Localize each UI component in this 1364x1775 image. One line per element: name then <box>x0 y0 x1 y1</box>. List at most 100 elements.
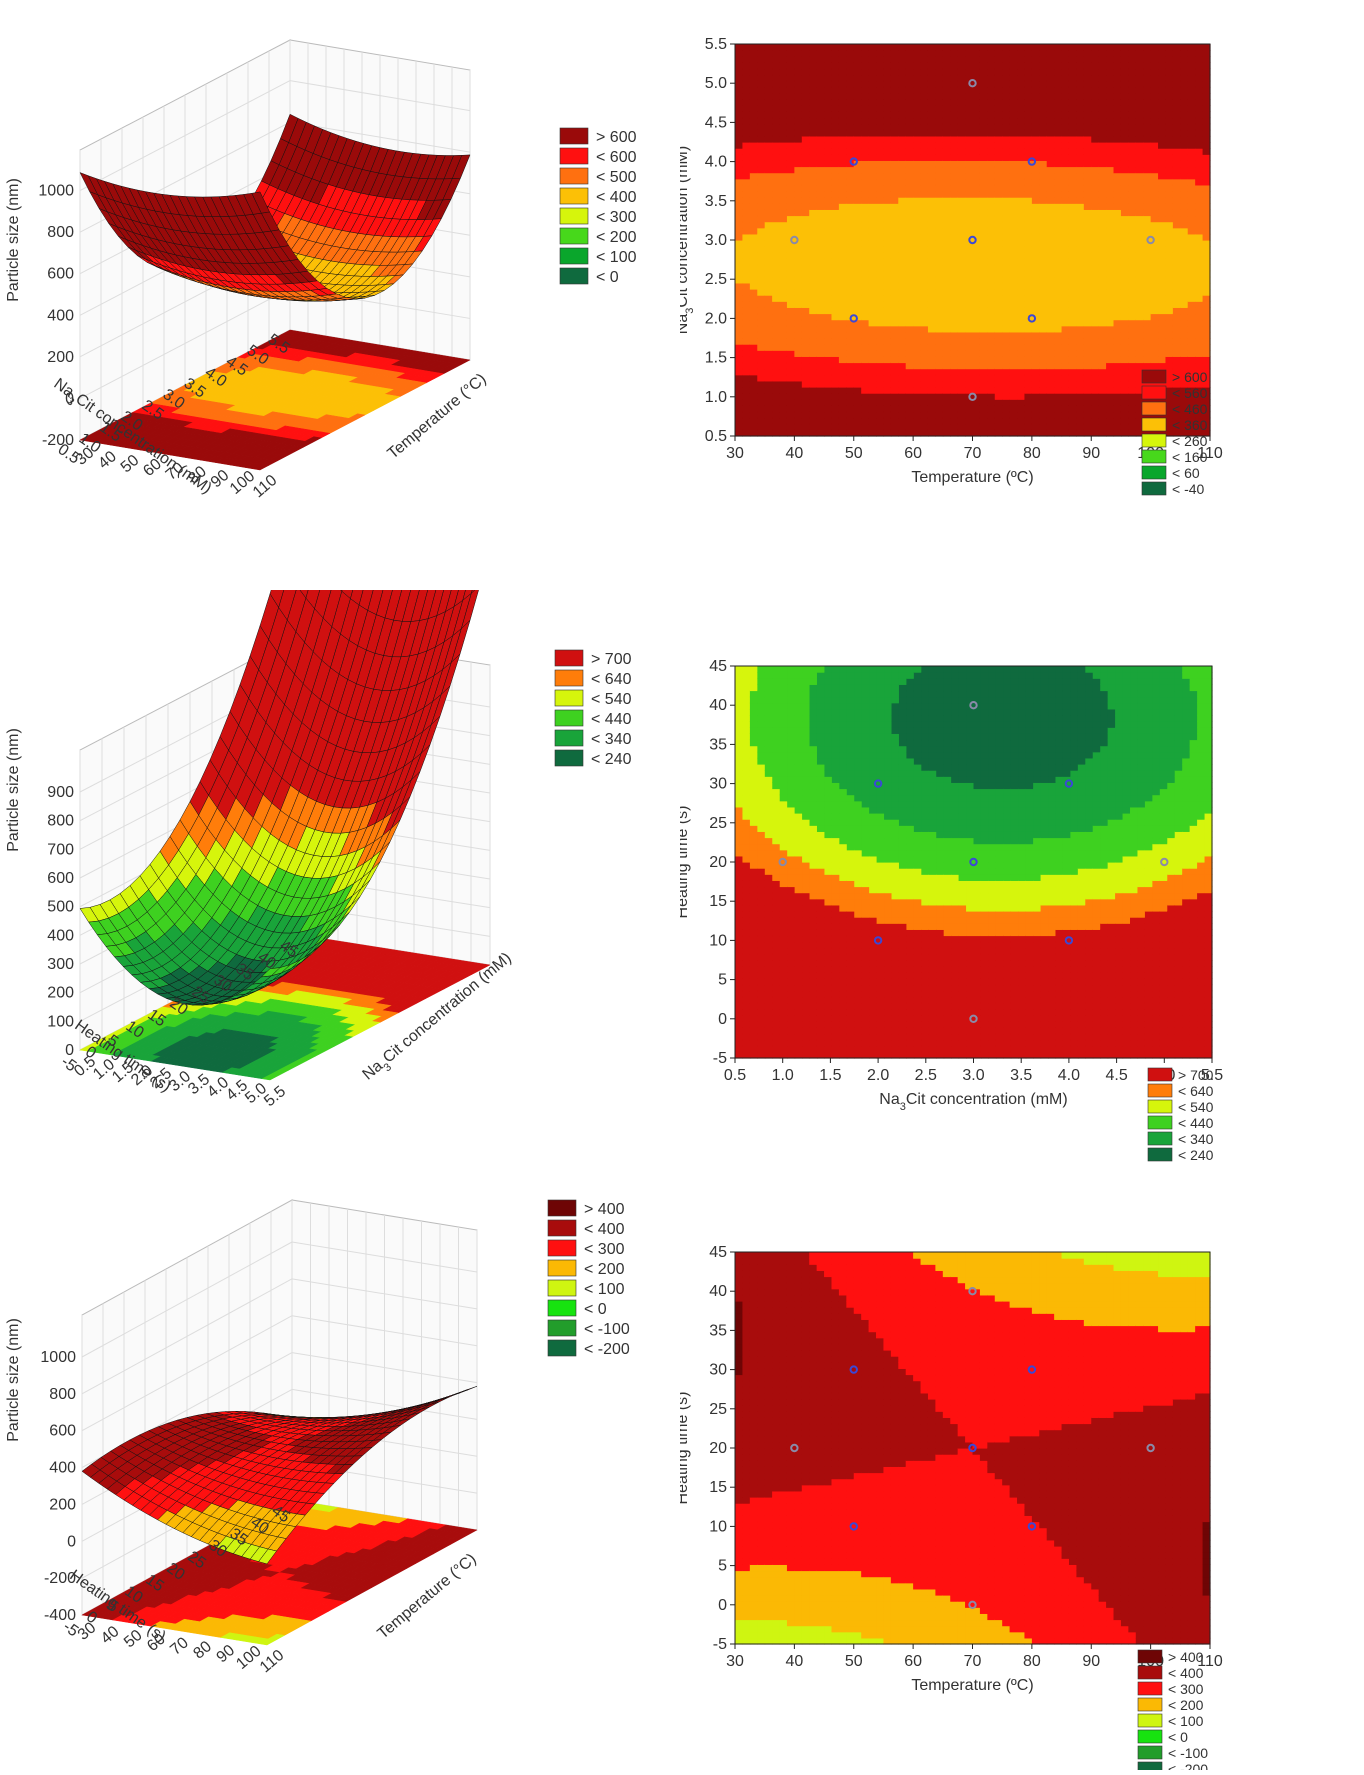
contour-cell <box>1054 50 1062 57</box>
contour-cell <box>913 136 921 143</box>
contour-cell <box>772 283 780 290</box>
contour-cell <box>950 265 958 272</box>
contour-cell <box>1136 240 1144 247</box>
contour-cell <box>883 369 891 376</box>
contour-cell <box>824 130 832 137</box>
contour-cell <box>1091 234 1099 241</box>
contour-cell <box>1010 197 1018 204</box>
contour-cell <box>1032 118 1040 125</box>
contour-cell <box>1054 418 1062 425</box>
contour-cell <box>921 277 929 284</box>
contour-cell <box>869 81 877 88</box>
contour-cell <box>861 160 869 167</box>
contour-cell <box>839 356 847 363</box>
contour-cell <box>780 228 788 235</box>
contour-cell <box>1002 295 1010 302</box>
contour-cell <box>869 124 877 131</box>
contour-cell <box>1054 314 1062 321</box>
contour-cell <box>780 375 788 382</box>
contour-cell <box>1114 136 1122 143</box>
contour-cell <box>1047 44 1055 51</box>
contour-cell <box>935 405 943 412</box>
contour-cell <box>1039 203 1047 210</box>
contour-cell <box>772 105 780 112</box>
contour-cell <box>980 271 988 278</box>
contour-cell <box>1121 399 1129 406</box>
contour-cell <box>987 69 995 76</box>
contour-cell <box>1010 301 1018 308</box>
contour-cell <box>1128 148 1136 155</box>
contour-cell <box>1099 424 1107 431</box>
contour-cell <box>780 295 788 302</box>
contour-cell <box>742 252 750 259</box>
contour-cell <box>1084 246 1092 253</box>
contour-cell <box>824 265 832 272</box>
contour-cell <box>839 338 847 345</box>
contour-cell <box>1128 154 1136 161</box>
contour-cell <box>995 277 1003 284</box>
contour-cell <box>1010 234 1018 241</box>
contour-cell <box>935 307 943 314</box>
contour-cell <box>802 69 810 76</box>
contour-cell <box>891 307 899 314</box>
contour-cell <box>1106 50 1114 57</box>
contour-cell <box>973 326 981 333</box>
contour-cell <box>1173 111 1181 118</box>
contour-cell <box>846 369 854 376</box>
contour-cell <box>1106 69 1114 76</box>
contour-cell <box>928 332 936 339</box>
contour-cell <box>861 191 869 198</box>
contour-cell <box>906 105 914 112</box>
contour-cell <box>1054 424 1062 431</box>
contour-cell <box>1002 381 1010 388</box>
contour-cell <box>1173 295 1181 302</box>
contour-cell <box>1106 142 1114 149</box>
contour-cell <box>854 130 862 137</box>
contour-cell <box>987 50 995 57</box>
contour-cell <box>772 75 780 82</box>
contour-cell <box>1121 375 1129 382</box>
contour-cell <box>1084 258 1092 265</box>
contour-cell <box>1076 265 1084 272</box>
contour-cell <box>854 289 862 296</box>
contour-cell <box>891 44 899 51</box>
contour-cell <box>958 265 966 272</box>
contour-cell <box>987 252 995 259</box>
contour-cell <box>772 307 780 314</box>
contour-cell <box>757 393 765 400</box>
contour-cell <box>735 240 743 247</box>
contour-cell <box>869 338 877 345</box>
contour-cell <box>861 246 869 253</box>
contour-cell <box>1173 173 1181 180</box>
contour-cell <box>1032 338 1040 345</box>
contour-cell <box>1039 50 1047 57</box>
contour-cell <box>1106 314 1114 321</box>
contour-cell <box>1054 62 1062 69</box>
contour-cell <box>742 369 750 376</box>
z-axis-label: Particle size (nm) <box>5 178 22 302</box>
contour-cell <box>1091 289 1099 296</box>
contour-cell <box>794 93 802 100</box>
contour-cell <box>987 246 995 253</box>
contour-cell <box>1091 167 1099 174</box>
contour-cell <box>1165 326 1173 333</box>
contour-cell <box>1128 75 1136 82</box>
contour-cell <box>1084 81 1092 88</box>
contour-cell <box>987 209 995 216</box>
contour-cell <box>898 399 906 406</box>
contour-cell <box>1024 228 1032 235</box>
contour-cell <box>1091 87 1099 94</box>
contour-cell <box>1136 320 1144 327</box>
contour-cell <box>861 136 869 143</box>
contour-cell <box>802 295 810 302</box>
contour-cell <box>765 50 773 57</box>
contour-cell <box>1151 228 1159 235</box>
contour-cell <box>780 50 788 57</box>
contour-cell <box>987 118 995 125</box>
contour-cell <box>1173 301 1181 308</box>
contour-cell <box>869 283 877 290</box>
contour-cell <box>913 62 921 69</box>
contour-cell <box>921 69 929 76</box>
contour-cell <box>765 118 773 125</box>
contour-cell <box>1165 136 1173 143</box>
